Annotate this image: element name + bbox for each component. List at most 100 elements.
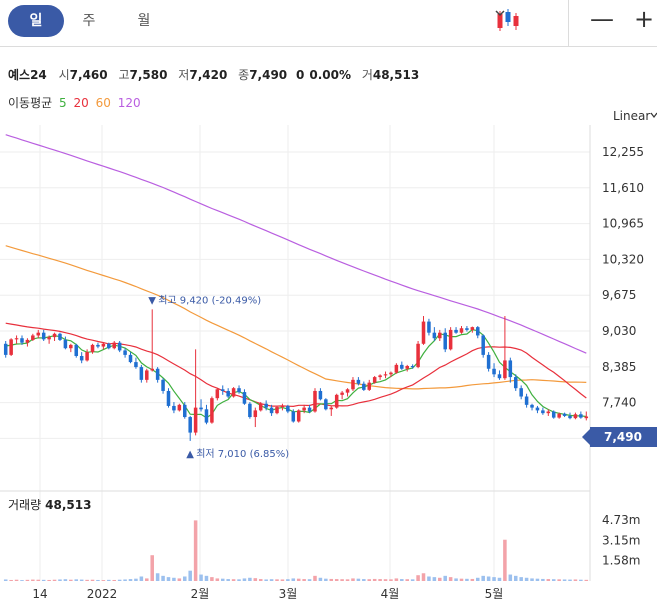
candle-body <box>150 368 154 371</box>
ma-60-line <box>5 245 587 390</box>
candle-body <box>535 407 540 411</box>
change-pct: 0.00% <box>309 68 351 82</box>
candle-body <box>334 394 339 408</box>
x-tick-label: 2022 <box>87 587 118 601</box>
candle-body <box>9 339 13 355</box>
high-annotation: 최고 9,420 (-20.49%) <box>158 294 261 306</box>
volume-bar <box>291 578 296 581</box>
volume-bar <box>242 578 247 581</box>
volume-bar <box>248 577 252 581</box>
candle-body <box>432 332 437 339</box>
candle-body <box>231 388 236 397</box>
tab-daily[interactable]: 일 <box>8 5 64 37</box>
volume-bar <box>280 579 285 581</box>
candle-body <box>340 392 344 395</box>
candle-body <box>286 405 290 412</box>
tab-monthly[interactable]: 월 <box>137 13 151 29</box>
candle-body <box>318 390 323 400</box>
volume-bar <box>356 578 361 581</box>
y-tick-label: 12,255 <box>602 145 644 159</box>
last-price-tag: 7,490 <box>582 427 657 447</box>
candle-body <box>237 388 241 393</box>
toolbar-divider <box>568 0 569 47</box>
candle-body <box>573 414 578 419</box>
candle-body <box>497 374 502 379</box>
volume-bar <box>459 578 464 581</box>
candle-body <box>215 389 220 399</box>
volume-bar <box>47 579 51 581</box>
volume-bar <box>486 576 491 581</box>
high-value: 7,580 <box>129 68 168 82</box>
candle-body <box>492 368 496 375</box>
volume-bar <box>231 579 236 581</box>
volume-bar <box>31 579 35 581</box>
volume-bar <box>269 579 274 581</box>
volume-tick-label: 3.15m <box>602 533 640 547</box>
candle-body <box>524 396 529 405</box>
volume-bar <box>264 579 268 581</box>
candle-body <box>362 383 366 390</box>
volume-bar <box>210 577 214 581</box>
volume-bar <box>503 539 507 581</box>
candle-body <box>372 377 377 383</box>
candle-body <box>25 339 30 343</box>
volume-bar <box>188 570 192 581</box>
y-tick-label: 9,675 <box>602 288 636 302</box>
volume-bar <box>410 579 415 581</box>
y-tick-label: 9,030 <box>602 324 636 338</box>
y-tick-label: 7,740 <box>602 396 636 410</box>
volume-bar <box>307 579 312 581</box>
volume-bar <box>394 578 399 581</box>
candle-body <box>166 390 171 406</box>
candle-body <box>275 407 279 414</box>
candle-body <box>3 343 8 355</box>
candle-body <box>134 362 138 368</box>
volume-bar <box>421 573 426 581</box>
scale-dropdown[interactable]: Linear <box>613 109 651 123</box>
price-chart[interactable]: 12,255 11,610 10,965 10,320 9,675 9,030 8,385 7… <box>0 125 657 609</box>
volume-bar <box>465 578 469 581</box>
volume-bar <box>150 555 154 581</box>
candle-body <box>389 372 393 375</box>
x-tick-label: 5월 <box>485 587 504 601</box>
volume-bar <box>302 579 306 581</box>
volume-bar <box>454 578 458 581</box>
candle-body <box>161 379 165 391</box>
candle-body <box>296 410 301 422</box>
candle-body <box>280 405 285 408</box>
volume-bar <box>508 574 513 581</box>
ma-5-line <box>5 328 587 419</box>
moving-average-legend[interactable]: 이동평균 5 20 60 120 <box>8 94 144 111</box>
candle-body <box>427 321 431 333</box>
candle-body <box>41 332 46 340</box>
tab-weekly[interactable]: 주 <box>82 13 96 29</box>
chart-type-button[interactable] <box>490 6 560 36</box>
volume-bar <box>470 578 475 581</box>
volume-bar <box>562 579 567 581</box>
y-tick-label: 11,610 <box>602 181 644 195</box>
volume-bar <box>286 579 290 581</box>
volume-bar <box>351 578 355 581</box>
volume-bar <box>128 579 133 581</box>
volume-bar <box>481 575 485 581</box>
candle-body <box>204 409 209 423</box>
volume-bar <box>546 579 551 581</box>
volume-bar <box>9 579 13 581</box>
volume-bar <box>145 578 149 581</box>
candle-body <box>258 403 263 411</box>
volume-bar <box>14 579 19 581</box>
volume-bar <box>438 577 442 581</box>
candle-body <box>579 414 583 418</box>
zoom-out-button[interactable]: — <box>590 5 614 33</box>
volume-bar <box>492 577 496 581</box>
candle-body <box>443 332 447 350</box>
close-label: 종 <box>238 68 250 82</box>
zoom-in-button[interactable]: + <box>633 5 655 33</box>
volume-bar <box>36 579 41 581</box>
quote-summary: 예스24 시7,460 고7,580 저7,420 종7,490 0 0.00% … <box>8 66 424 83</box>
candle-body <box>313 390 317 412</box>
stock-name: 예스24 <box>8 68 47 82</box>
candle-body <box>383 374 388 376</box>
volume-tick-label: 4.73m <box>602 513 640 527</box>
volume-bar <box>25 579 30 581</box>
